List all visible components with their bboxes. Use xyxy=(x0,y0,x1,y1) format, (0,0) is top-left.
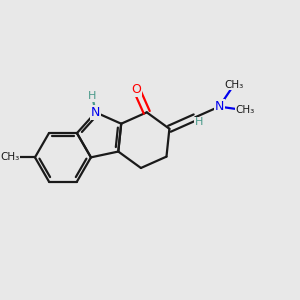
Text: H: H xyxy=(88,91,96,101)
Text: H: H xyxy=(195,117,203,128)
Text: CH₃: CH₃ xyxy=(0,152,20,162)
Text: CH₃: CH₃ xyxy=(236,105,255,115)
Text: N: N xyxy=(214,100,224,113)
Text: O: O xyxy=(132,83,142,96)
Text: N: N xyxy=(91,106,100,119)
Text: CH₃: CH₃ xyxy=(224,80,244,90)
